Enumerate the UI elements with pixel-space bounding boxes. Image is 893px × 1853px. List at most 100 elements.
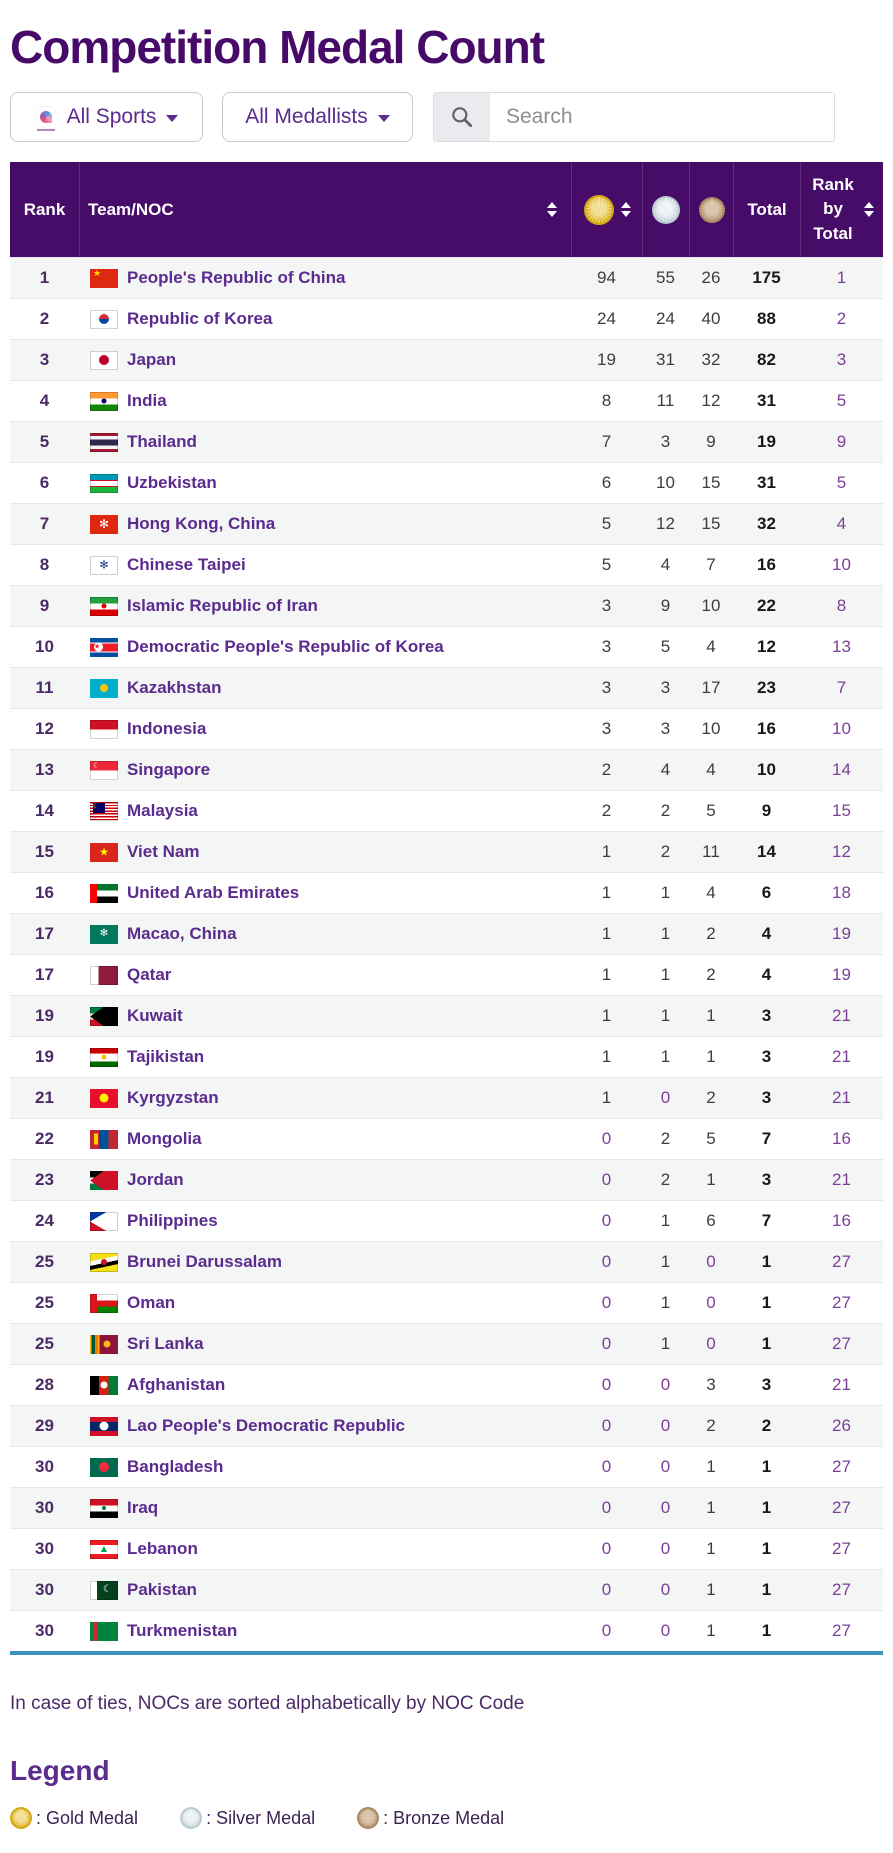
team-name-link[interactable]: Philippines [127,1211,218,1230]
column-header-silver[interactable] [642,162,689,257]
rank-by-total-cell: 16 [832,1129,851,1148]
column-header-team-noc[interactable]: Team/NOC [79,162,571,257]
team-cell: United Arab Emirates [79,883,571,903]
team-name-link[interactable]: Uzbekistan [127,473,217,492]
team-name-link[interactable]: Japan [127,350,177,369]
silver-count-cell: 0 [660,1580,671,1599]
team-name-link[interactable]: Lebanon [127,1539,198,1558]
rank-cell: 17 [35,965,54,984]
rank-by-total-cell: 4 [836,514,847,533]
rank-by-total-cell: 7 [836,678,847,697]
team-name-link[interactable]: Islamic Republic of Iran [127,596,318,615]
total-count-cell: 22 [757,596,776,615]
silver-count-cell: 0 [660,1498,671,1517]
bronze-count-cell: 0 [706,1334,716,1353]
rank-by-total-cell: 21 [832,1047,851,1066]
legend: : Gold Medal : Silver Medal : Bronze Med… [10,1807,883,1829]
team-name-link[interactable]: Republic of Korea [127,309,273,328]
country-flag-icon [90,1211,118,1231]
team-name-link[interactable]: Mongolia [127,1129,202,1148]
team-name-link[interactable]: Turkmenistan [127,1621,238,1640]
team-name-link[interactable]: People's Republic of China [127,268,346,287]
silver-count-cell: 31 [656,350,675,369]
team-name-link[interactable]: Bangladesh [127,1457,224,1476]
team-name-link[interactable]: Indonesia [127,719,207,738]
team-cell: Sri Lanka [79,1334,571,1354]
silver-count-cell: 0 [660,1088,671,1107]
team-name-link[interactable]: Chinese Taipei [127,555,246,574]
sports-filter-dropdown[interactable]: All Sports [10,92,203,142]
team-name-link[interactable]: Qatar [127,965,172,984]
country-flag-icon: ☾ [90,801,118,821]
medallists-filter-dropdown[interactable]: All Medallists [222,92,413,142]
gold-count-cell: 0 [601,1211,612,1230]
rank-by-total-cell: 9 [836,432,847,451]
rank-by-total-cell: 27 [832,1539,851,1558]
bronze-count-cell: 0 [706,1293,716,1312]
column-header-gold[interactable] [571,162,642,257]
total-count-cell: 1 [761,1498,772,1517]
country-flag-icon [90,1416,118,1436]
column-header-bronze[interactable] [689,162,733,257]
silver-count-cell: 55 [656,268,675,287]
team-name-link[interactable]: Malaysia [127,801,198,820]
team-name-link[interactable]: Thailand [127,432,197,451]
team-name-link[interactable]: Iraq [127,1498,159,1517]
bronze-count-cell: 2 [706,1416,716,1435]
legend-title: Legend [10,1755,110,1786]
total-count-cell: 7 [761,1211,772,1230]
search-input[interactable] [490,93,834,141]
column-header-total: Total [733,162,800,257]
gold-count-cell: 1 [601,965,612,984]
medallists-filter-label: All Medallists [245,105,368,128]
search-icon[interactable] [434,93,490,141]
team-name-link[interactable]: Afghanistan [127,1375,226,1394]
rank-by-total-cell: 27 [832,1580,851,1599]
rank-cell: 25 [35,1334,54,1353]
team-name-link[interactable]: Pakistan [127,1580,197,1599]
team-name-link[interactable]: Viet Nam [127,842,200,861]
rank-by-total-cell: 12 [832,842,851,861]
team-name-link[interactable]: Kyrgyzstan [127,1088,219,1107]
table-header-row: Rank Team/NOC Total Rank by Total [10,162,883,257]
rank-cell: 8 [39,555,50,574]
silver-count-cell: 2 [660,1170,671,1189]
team-name-link[interactable]: Oman [127,1293,176,1312]
table-row: 29 Lao People's Democratic Republic 0 0 … [10,1405,883,1446]
table-row: 10 ★ Democratic People's Republic of Kor… [10,626,883,667]
rank-cell: 29 [35,1416,54,1435]
team-name-link[interactable]: Lao People's Democratic Republic [127,1416,406,1435]
column-header-rank-by-total[interactable]: Rank by Total [800,162,883,257]
team-name-link[interactable]: Macao, China [127,924,237,943]
team-name-link[interactable]: Kuwait [127,1006,183,1025]
team-name-link[interactable]: Kazakhstan [127,678,222,697]
team-name-link[interactable]: Democratic People's Republic of Korea [127,637,444,656]
rank-cell: 22 [35,1129,54,1148]
total-count-cell: 1 [761,1539,772,1558]
team-name-link[interactable]: Jordan [127,1170,184,1189]
team-name-link[interactable]: Sri Lanka [127,1334,204,1353]
rank-cell: 6 [39,473,50,492]
silver-count-cell: 10 [656,473,675,492]
total-count-cell: 10 [757,760,776,779]
rank-by-total-cell: 15 [832,801,851,820]
team-cell: Qatar [79,965,571,985]
team-name-link[interactable]: Tajikistan [127,1047,205,1066]
silver-count-cell: 1 [660,1293,671,1312]
team-name-link[interactable]: Hong Kong, China [127,514,276,533]
team-name-link[interactable]: United Arab Emirates [127,883,300,902]
rank-cell: 1 [39,268,50,287]
bronze-count-cell: 4 [706,760,716,779]
total-count-cell: 31 [757,391,776,410]
silver-count-cell: 2 [660,842,671,861]
rank-by-total-cell: 10 [832,555,851,574]
total-count-cell: 1 [761,1621,772,1640]
gold-count-cell: 0 [601,1334,612,1353]
games-emblem-icon [34,106,57,131]
table-row: 3 Japan 19 31 32 82 3 [10,339,883,380]
rank-by-total-cell: 27 [832,1457,851,1476]
silver-count-cell: 3 [660,432,671,451]
team-name-link[interactable]: Singapore [127,760,211,779]
team-name-link[interactable]: Brunei Darussalam [127,1252,282,1271]
team-name-link[interactable]: India [127,391,167,410]
